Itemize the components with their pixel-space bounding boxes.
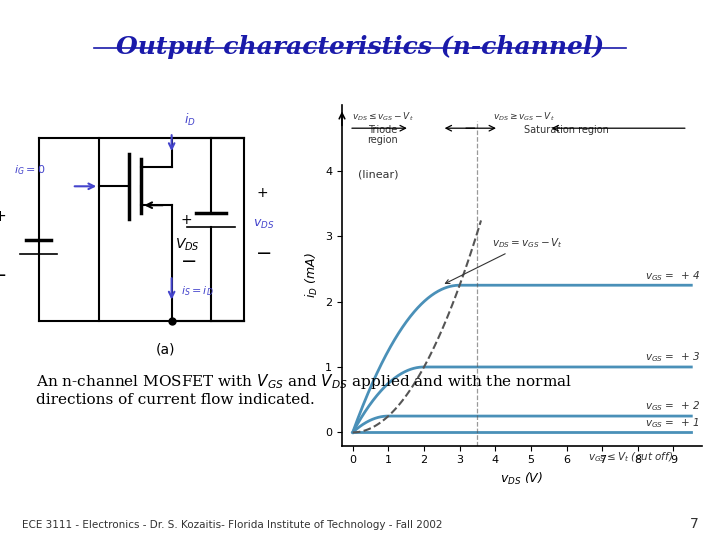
Text: $v_{DS} = v_{GS} - V_t$: $v_{DS} = v_{GS} - V_t$: [446, 236, 562, 284]
Text: −: −: [256, 244, 273, 263]
Text: +: +: [181, 213, 192, 227]
Text: $V_{DS}$: $V_{DS}$: [175, 237, 199, 253]
Text: $v_{GS}$ =  + 2: $v_{GS}$ = + 2: [645, 400, 700, 414]
Text: $v_{DS} \leq v_{GS} - V_t$: $v_{DS} \leq v_{GS} - V_t$: [352, 111, 414, 123]
Text: Saturation region: Saturation region: [524, 125, 609, 135]
Text: Output characteristics (n-channel): Output characteristics (n-channel): [116, 35, 604, 59]
Text: (a): (a): [156, 343, 176, 357]
Text: Triode: Triode: [369, 125, 397, 135]
Text: $v_{GS}$ =  + 1: $v_{GS}$ = + 1: [645, 416, 699, 430]
Text: −: −: [0, 266, 7, 285]
Text: (linear): (linear): [358, 169, 399, 179]
Text: +: +: [256, 186, 268, 200]
Text: $v_{DS} \geq v_{GS} - V_t$: $v_{DS} \geq v_{GS} - V_t$: [493, 111, 554, 123]
Text: region: region: [368, 134, 398, 145]
Text: $v_{GS}$ =  + 4: $v_{GS}$ = + 4: [645, 269, 700, 282]
Text: directions of current flow indicated.: directions of current flow indicated.: [36, 393, 315, 407]
Text: $v_{GS} \leq V_t$ (cut off): $v_{GS} \leq V_t$ (cut off): [588, 450, 673, 464]
X-axis label: $v_{DS}$ (V): $v_{DS}$ (V): [500, 471, 544, 487]
Text: $v_{DS}$: $v_{DS}$: [253, 218, 275, 231]
Text: $v_{GS}$ =  + 3: $v_{GS}$ = + 3: [645, 350, 700, 365]
Text: $i_D$: $i_D$: [184, 112, 196, 129]
Text: $i_S = i_D$: $i_S = i_D$: [181, 284, 213, 298]
Text: 7: 7: [690, 517, 698, 531]
Text: An n-channel MOSFET with $V_{GS}$ and $V_{DS}$ applied and with the normal: An n-channel MOSFET with $V_{GS}$ and $V…: [36, 372, 572, 391]
FancyBboxPatch shape: [99, 138, 244, 321]
Y-axis label: $i_D$ (mA): $i_D$ (mA): [304, 253, 320, 298]
Text: −: −: [181, 252, 197, 271]
Text: +: +: [0, 210, 6, 225]
Text: ECE 3111 - Electronics - Dr. S. Kozaitis- Florida Institute of Technology - Fall: ECE 3111 - Electronics - Dr. S. Kozaitis…: [22, 520, 442, 530]
Text: $i_G = 0$: $i_G = 0$: [14, 163, 45, 177]
